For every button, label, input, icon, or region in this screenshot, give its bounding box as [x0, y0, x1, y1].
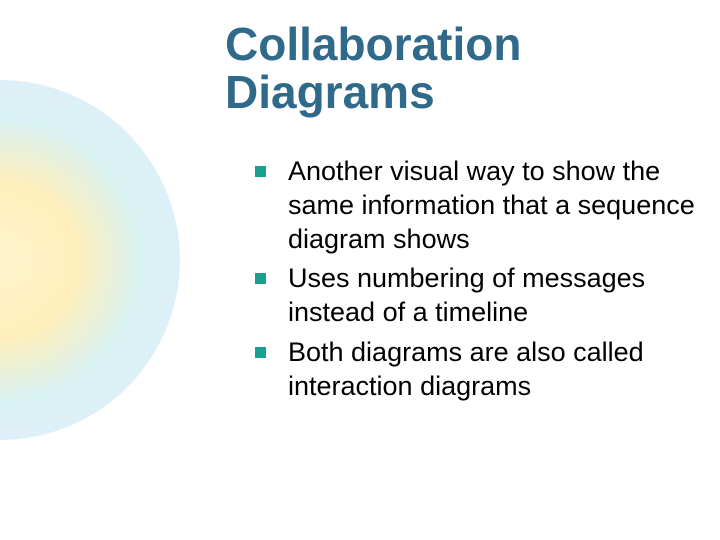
bullet-list: Another visual way to show the same info… — [255, 155, 695, 409]
decorative-gradient — [0, 80, 180, 440]
list-item: Another visual way to show the same info… — [255, 155, 695, 256]
bullet-square-icon — [255, 166, 266, 177]
list-item: Uses numbering of messages instead of a … — [255, 262, 695, 330]
slide-title: Collaboration Diagrams — [225, 20, 521, 117]
bullet-square-icon — [255, 273, 266, 284]
bullet-square-icon — [255, 347, 266, 358]
list-item: Both diagrams are also called interactio… — [255, 336, 695, 404]
bullet-text: Another visual way to show the same info… — [288, 155, 695, 256]
bullet-text: Both diagrams are also called interactio… — [288, 336, 695, 404]
bullet-text: Uses numbering of messages instead of a … — [288, 262, 695, 330]
